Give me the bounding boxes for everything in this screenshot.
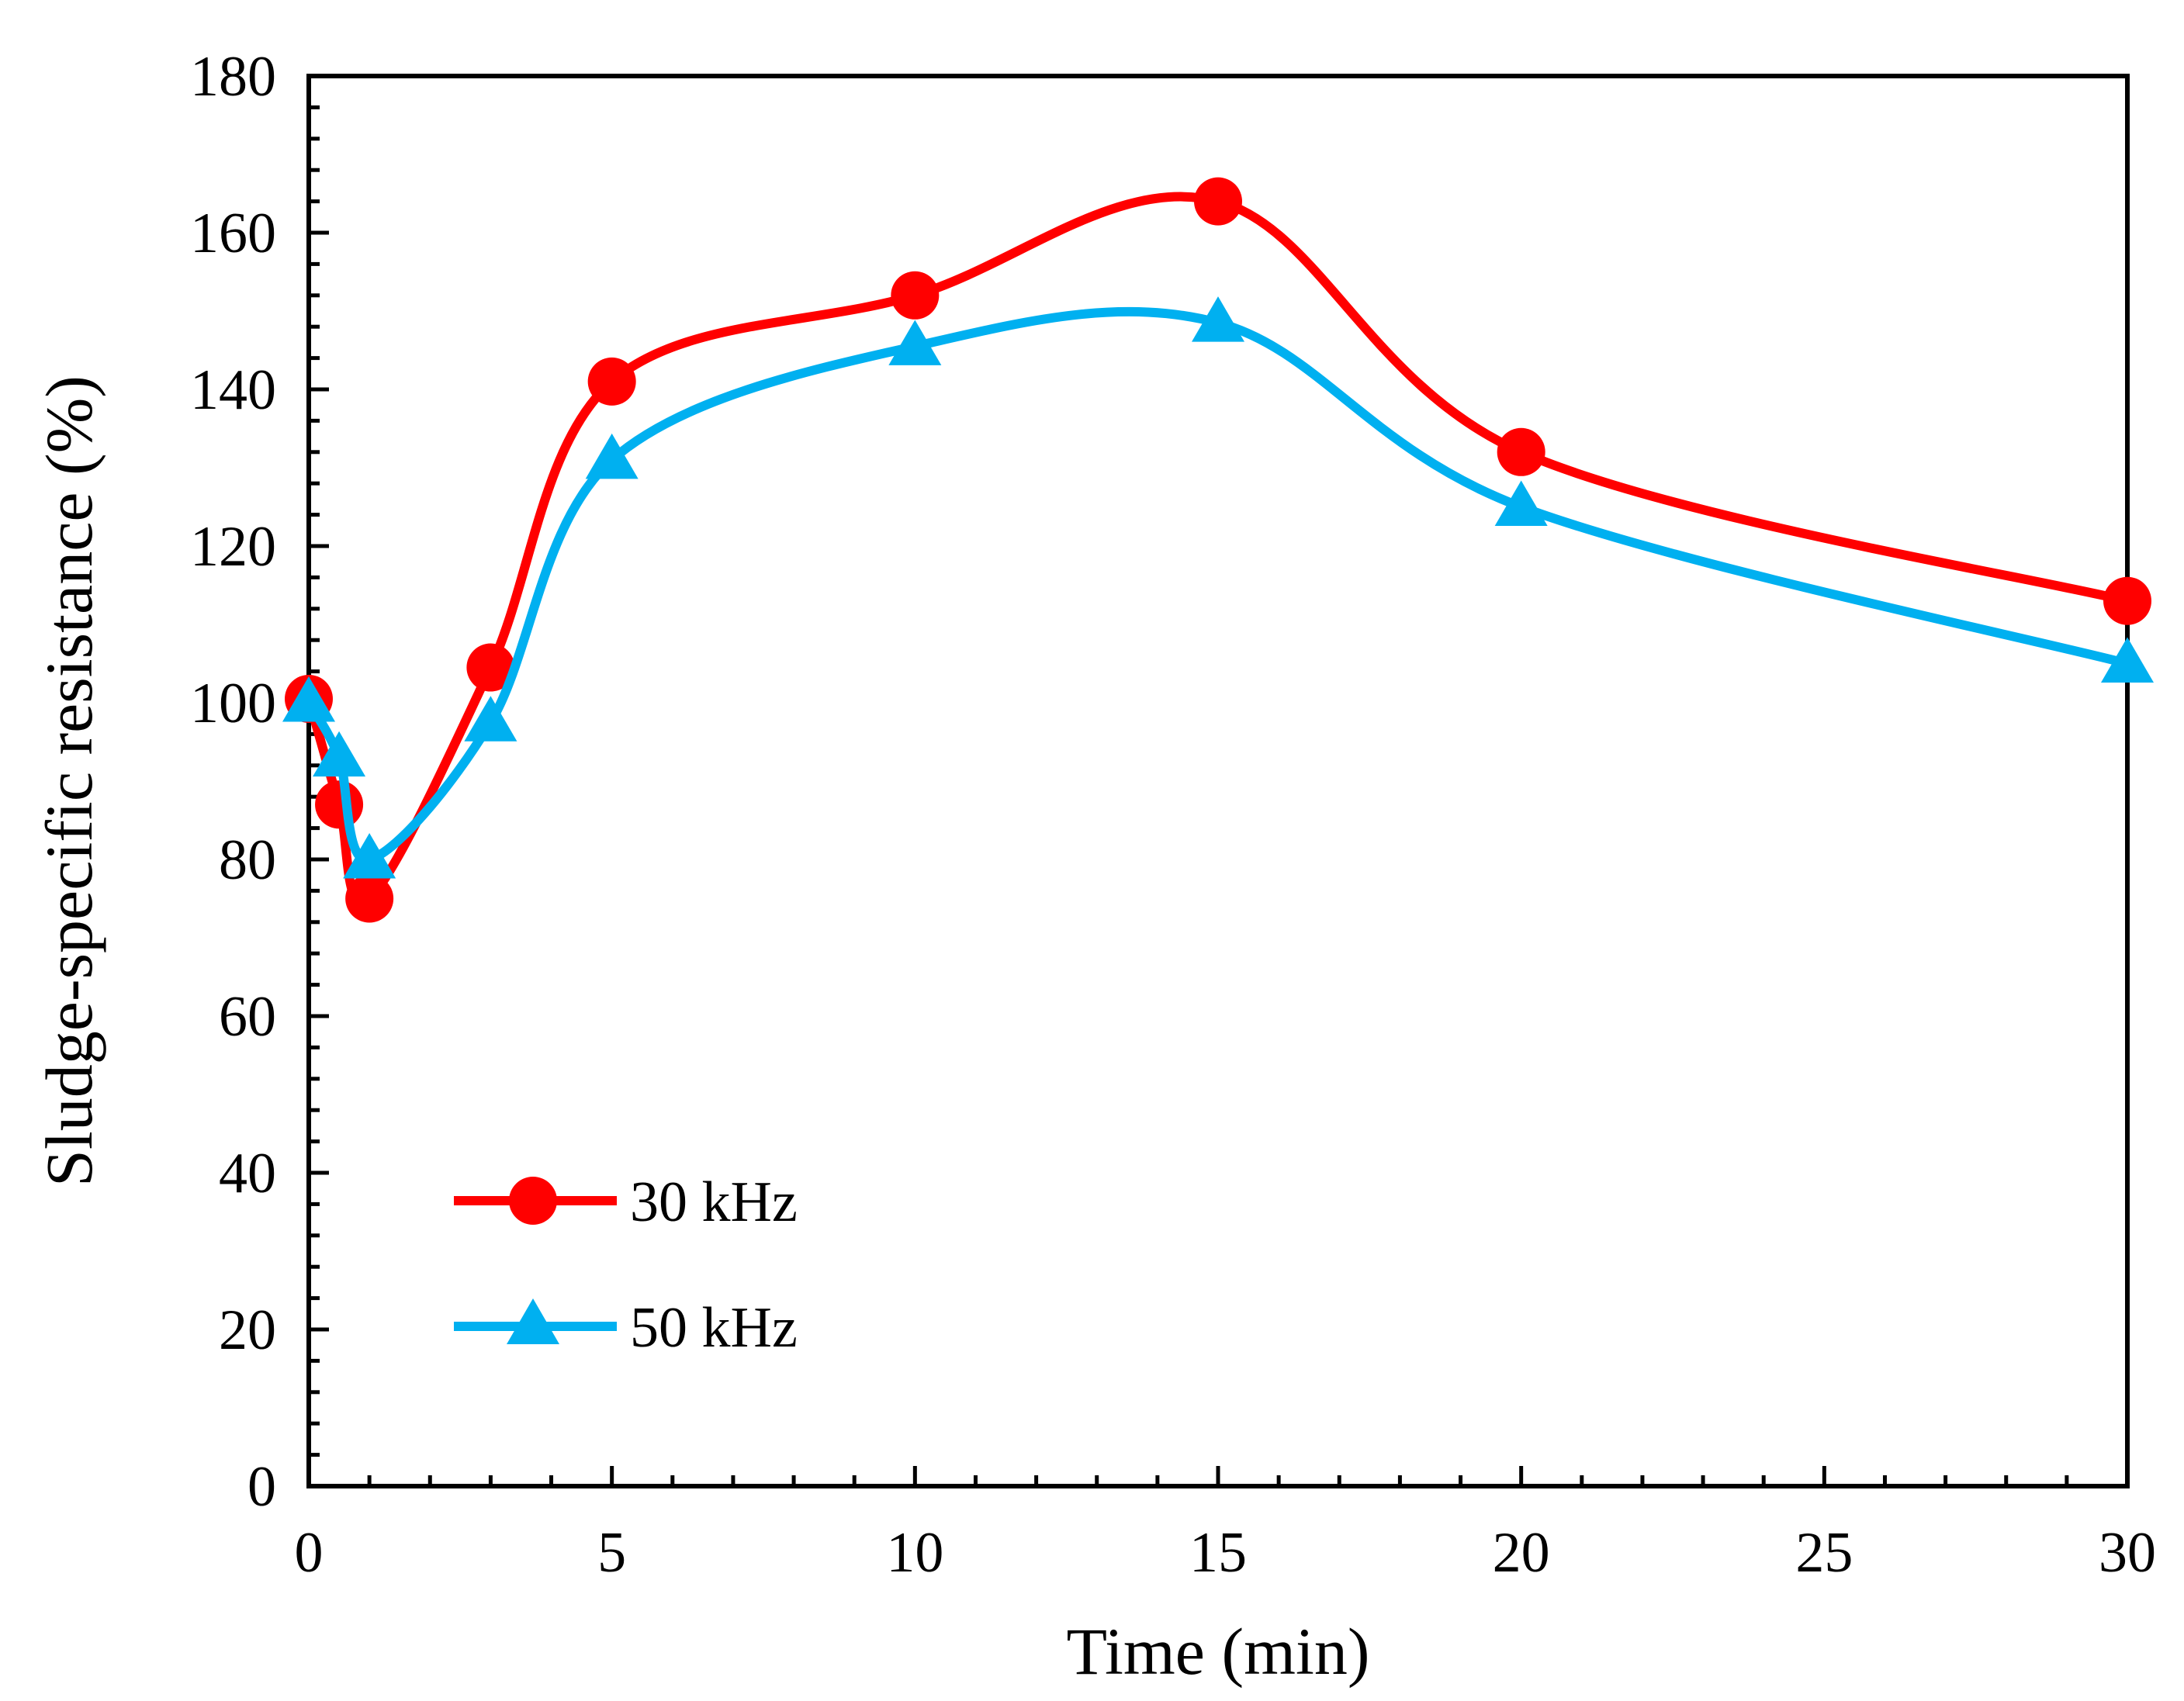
data-point-triangle (888, 320, 942, 365)
x-tick-label: 20 (1493, 1521, 1550, 1585)
data-point-circle (2103, 576, 2151, 625)
legend-marker-50khz (507, 1298, 559, 1344)
plot-frame (306, 74, 2130, 1488)
y-axis-title: Sludge-specific resistance (%) (32, 375, 106, 1187)
y-tick-label: 160 (190, 202, 276, 265)
y-tick-label: 60 (219, 985, 276, 1049)
x-axis-title: Time (min) (1066, 1614, 1369, 1689)
legend-item-50khz: 50 kHz (454, 1296, 798, 1360)
data-point-triangle (313, 731, 366, 777)
y-tick-label: 120 (190, 515, 276, 579)
legend-item-30khz: 30 kHz (454, 1170, 798, 1234)
data-point-triangle (464, 696, 517, 742)
data-point-triangle (1494, 480, 1548, 526)
y-tick-label: 40 (219, 1142, 276, 1205)
data-point-triangle (343, 833, 396, 879)
data-point-triangle (1192, 296, 1244, 342)
data-point-circle (315, 780, 364, 829)
data-point-circle (891, 271, 940, 320)
x-tick-label: 25 (1795, 1521, 1853, 1585)
data-point-circle (1497, 427, 1545, 476)
y-tick-label: 20 (219, 1298, 276, 1362)
y-tick-label: 100 (190, 672, 276, 735)
x-tick-label: 30 (2099, 1521, 2156, 1585)
legend-label-30khz: 30 kHz (630, 1170, 798, 1234)
series-layer (282, 177, 2154, 923)
x-tick-label: 10 (886, 1521, 943, 1585)
legend-marker-30khz (509, 1177, 557, 1225)
legend-label-50khz: 50 kHz (630, 1296, 798, 1360)
series-50-khz (282, 296, 2154, 879)
plot-area (306, 74, 2130, 1488)
data-point-triangle (2101, 637, 2154, 683)
series-line (304, 306, 2132, 865)
data-point-circle (1194, 177, 1242, 226)
y-tick-label: 0 (247, 1455, 276, 1519)
data-point-triangle (585, 433, 639, 479)
y-tick-label: 180 (190, 45, 276, 109)
x-tick-label: 5 (597, 1521, 626, 1585)
y-tick-label: 140 (190, 358, 276, 422)
x-tick-label: 0 (295, 1521, 324, 1585)
data-point-circle (345, 874, 394, 923)
x-tick-label: 15 (1189, 1521, 1247, 1585)
data-point-circle (587, 357, 636, 406)
x-axis: 0 5 10 15 20 25 30 (295, 1466, 2156, 1585)
data-point-triangle (282, 676, 335, 722)
legend: 30 kHz 50 kHz (454, 1170, 798, 1360)
series-30-khz (285, 177, 2151, 923)
y-tick-label: 80 (219, 828, 276, 892)
data-point-circle (466, 643, 515, 692)
